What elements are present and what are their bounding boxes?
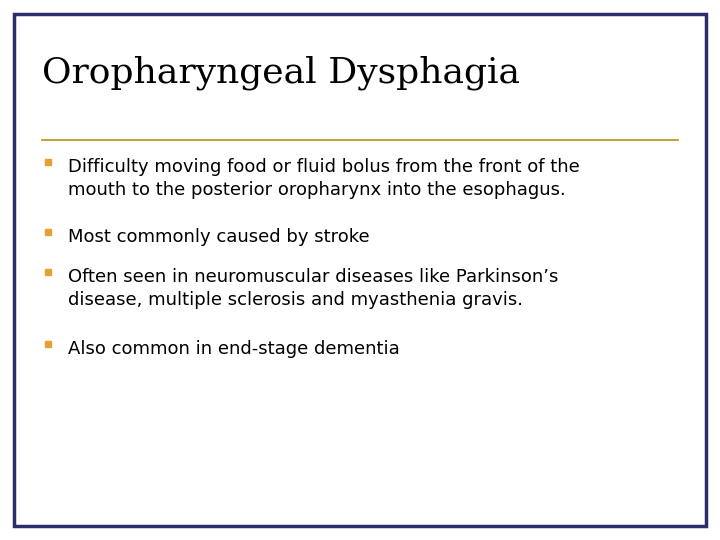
Text: Often seen in neuromuscular diseases like Parkinson’s
disease, multiple sclerosi: Often seen in neuromuscular diseases lik… [68, 268, 559, 309]
Text: Difficulty moving food or fluid bolus from the front of the
mouth to the posteri: Difficulty moving food or fluid bolus fr… [68, 158, 580, 199]
Text: Also common in end-stage dementia: Also common in end-stage dementia [68, 340, 400, 358]
Text: Most commonly caused by stroke: Most commonly caused by stroke [68, 228, 369, 246]
Text: Oropharyngeal Dysphagia: Oropharyngeal Dysphagia [42, 55, 520, 90]
